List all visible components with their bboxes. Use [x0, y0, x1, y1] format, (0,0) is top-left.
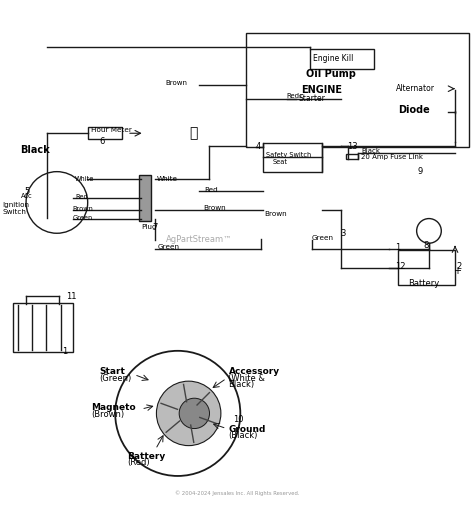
Text: Seat: Seat	[273, 159, 288, 165]
Text: ⏚: ⏚	[189, 126, 198, 140]
Text: AgPartStream™: AgPartStream™	[166, 235, 232, 244]
Text: Battery: Battery	[409, 279, 440, 288]
Text: Brown: Brown	[203, 204, 226, 211]
Text: Start: Start	[100, 367, 126, 376]
Text: (Black): (Black)	[228, 431, 258, 440]
Text: Green: Green	[312, 235, 334, 241]
Text: 13: 13	[347, 142, 358, 151]
Circle shape	[156, 381, 221, 446]
Text: Green: Green	[157, 244, 179, 250]
Text: Brown: Brown	[73, 205, 93, 212]
Text: 8: 8	[423, 241, 428, 250]
Text: Ignition
Switch: Ignition Switch	[2, 202, 29, 215]
Text: Starter: Starter	[299, 94, 326, 103]
Text: (Brown): (Brown)	[91, 410, 124, 419]
Text: Battery: Battery	[127, 451, 165, 460]
Text: Ground: Ground	[228, 424, 266, 433]
Text: Accessory: Accessory	[228, 367, 280, 376]
Text: Diode: Diode	[398, 105, 430, 115]
Text: Red₂: Red₂	[287, 93, 302, 99]
Text: 7: 7	[153, 222, 158, 232]
Text: Red: Red	[204, 187, 218, 193]
Text: 5: 5	[25, 186, 30, 195]
Text: Black: Black	[361, 148, 380, 154]
Text: 9: 9	[417, 167, 422, 176]
Text: © 2004-2024 Jensales Inc. All Rights Reserved.: © 2004-2024 Jensales Inc. All Rights Res…	[175, 490, 299, 496]
Bar	[346, 153, 358, 159]
Text: Black: Black	[20, 145, 50, 156]
Text: Red: Red	[75, 194, 88, 200]
Text: Hour Meter: Hour Meter	[91, 127, 132, 133]
Text: (Green): (Green)	[100, 374, 132, 383]
Text: 1: 1	[395, 243, 400, 252]
Text: (White &: (White &	[228, 374, 265, 383]
Text: 4: 4	[256, 142, 261, 151]
Text: Engine Kill: Engine Kill	[313, 54, 353, 63]
Text: Acc: Acc	[21, 193, 33, 199]
Text: Oil Pump: Oil Pump	[306, 68, 356, 79]
Text: Safety Switch: Safety Switch	[266, 152, 311, 158]
Text: 2: 2	[456, 262, 462, 271]
Bar	[246, 33, 469, 147]
Text: 6: 6	[100, 138, 105, 146]
Text: ENGINE: ENGINE	[301, 85, 342, 95]
Text: Black): Black)	[228, 380, 255, 389]
Text: 12: 12	[395, 262, 405, 271]
Text: Plug: Plug	[141, 224, 157, 230]
Bar	[13, 303, 73, 352]
Text: Brown: Brown	[264, 211, 287, 217]
Bar	[398, 250, 455, 285]
Bar	[263, 143, 322, 172]
Text: Magneto: Magneto	[91, 403, 136, 412]
Text: 10: 10	[233, 415, 244, 424]
Text: Brown: Brown	[165, 80, 187, 85]
Text: Green: Green	[73, 215, 93, 221]
Text: (Red): (Red)	[127, 458, 150, 467]
Circle shape	[179, 398, 210, 429]
Text: White: White	[156, 176, 177, 182]
Text: +: +	[453, 266, 461, 276]
Circle shape	[115, 351, 240, 476]
Bar	[139, 175, 151, 221]
Text: 11: 11	[66, 292, 77, 301]
Text: 20 Amp Fuse Link: 20 Amp Fuse Link	[361, 155, 423, 160]
Bar	[88, 127, 122, 139]
Text: Alternator: Alternator	[396, 84, 435, 93]
Bar	[310, 49, 374, 69]
Text: 3: 3	[340, 229, 346, 238]
Text: White: White	[75, 176, 94, 182]
Text: 1: 1	[62, 347, 67, 356]
